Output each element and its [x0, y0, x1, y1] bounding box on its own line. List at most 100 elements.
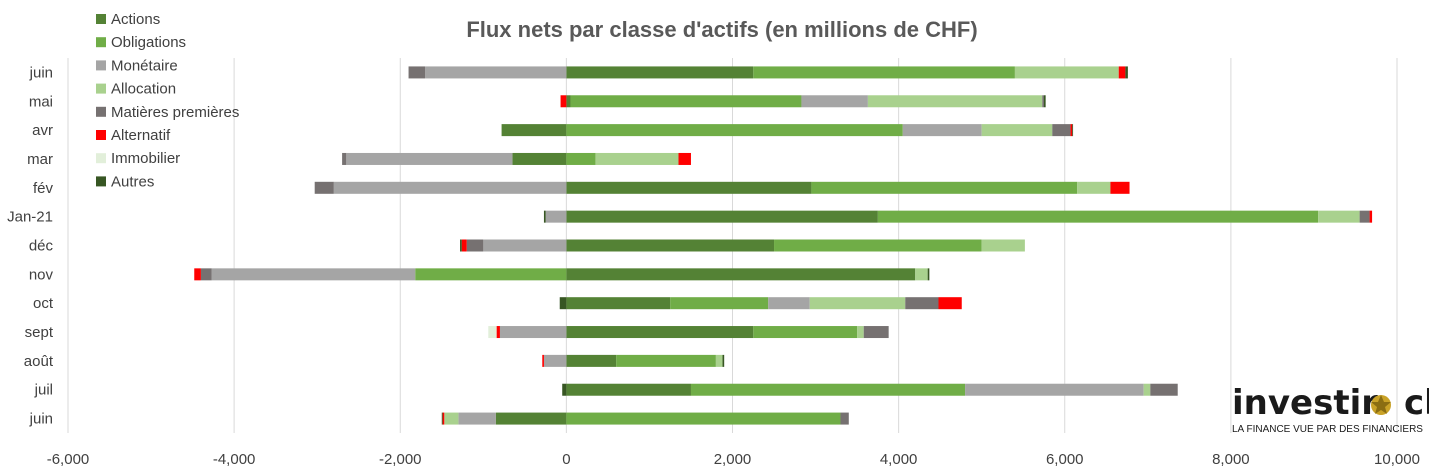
x-tick-label: -4,000	[213, 451, 256, 468]
x-tick-label: -6,000	[47, 451, 90, 468]
legend-label: Monétaire	[111, 57, 178, 74]
bar-segment-obligations	[753, 66, 1015, 79]
legend-swatch	[96, 83, 106, 94]
category-label: juil	[34, 382, 53, 399]
category-label: mar	[27, 151, 53, 168]
bar-segment-actions	[566, 181, 812, 194]
x-tick-label: 2,000	[714, 451, 752, 468]
bar-segment-mati-res-premi-res	[466, 239, 484, 252]
category-label: nov	[29, 266, 54, 283]
legend-swatch	[96, 130, 106, 140]
legend-swatch	[96, 37, 106, 48]
bar-segment-autres	[927, 268, 930, 281]
legend-swatch	[96, 176, 106, 187]
x-tick-label: -2,000	[379, 451, 422, 468]
bar-segment-mon-taire	[801, 95, 868, 108]
x-tick-label: 6,000	[1046, 451, 1084, 468]
bar-segment-allocation	[715, 354, 723, 367]
legend-label: Matières premières	[111, 104, 239, 121]
bar-segment-alternatif	[1118, 66, 1126, 79]
bar-segment-obligations	[670, 297, 769, 310]
bar-segment-actions	[566, 297, 671, 310]
category-label: Jan-21	[7, 209, 53, 226]
bar-segment-allocation	[981, 239, 1025, 252]
bar-segment-mati-res-premi-res	[342, 152, 347, 165]
bar-segment-autres	[1125, 66, 1128, 79]
bar-segment-obligations	[616, 354, 716, 367]
bar-segment-obligations	[753, 326, 858, 339]
legend-label: Actions	[111, 11, 160, 28]
legend-label: Alternatif	[111, 127, 171, 144]
bar-segment-allocation	[595, 152, 679, 165]
bar-segment-actions	[566, 268, 916, 281]
x-tick-label: 4,000	[880, 451, 918, 468]
bar-segment-allocation	[809, 297, 906, 310]
bar-segment-autres	[722, 354, 725, 367]
bar-segment-alternatif	[560, 95, 567, 108]
legend-label: Obligations	[111, 34, 186, 51]
bar-segment-mati-res-premi-res	[1359, 210, 1370, 223]
x-tick-label: 8,000	[1212, 451, 1250, 468]
category-label: mai	[29, 93, 53, 110]
bar-segment-autres	[562, 383, 567, 396]
category-label: août	[24, 353, 54, 370]
bar-segment-allocation	[1077, 181, 1111, 194]
bar-segment-mon-taire	[902, 124, 982, 137]
bar-segment-allocation	[1318, 210, 1360, 223]
bar-segment-allocation	[981, 124, 1053, 137]
category-label: juin	[29, 411, 53, 428]
bar-segment-actions	[566, 383, 691, 396]
bar-segment-allocation	[857, 326, 864, 339]
legend-label: Immobilier	[111, 150, 180, 167]
bar-segment-allocation	[915, 268, 928, 281]
bar-segment-allocation	[1143, 383, 1151, 396]
bar-segment-mati-res-premi-res	[863, 326, 889, 339]
bar-segment-actions	[566, 210, 878, 223]
bar-segment-mon-taire	[346, 152, 513, 165]
bar-segment-autres	[559, 297, 567, 310]
bar-segment-mon-taire	[965, 383, 1144, 396]
bar-segment-autres	[1072, 124, 1074, 137]
legend-swatch	[96, 60, 106, 71]
category-labels: juin mai avr mar fév Jan-21 déc nov oct sept août j…	[7, 64, 54, 427]
bar-segment-actions	[566, 95, 571, 108]
legend-label: Autres	[111, 173, 154, 190]
category-label: fév	[33, 180, 54, 197]
investir-logo: investir ch LA FINANCE VUE PAR DES FINANC…	[1232, 383, 1429, 435]
legend-swatch	[96, 106, 106, 117]
legend: Actions Obligations Monétaire Allocation Mat…	[96, 11, 239, 190]
bar-segment-alternatif	[938, 297, 962, 310]
bar-segment-obligations	[774, 239, 982, 252]
category-label: avr	[32, 122, 53, 139]
bar-segment-obligations	[415, 268, 567, 281]
bar-segment-actions	[566, 66, 754, 79]
legend-swatch	[96, 14, 106, 24]
legend-label: Allocation	[111, 81, 176, 98]
category-label: déc	[29, 238, 54, 255]
bar-segment-alternatif	[1369, 210, 1373, 223]
bar-segment-actions	[512, 152, 567, 165]
bar-segment-mati-res-premi-res	[840, 412, 849, 425]
bar-segment-mon-taire	[211, 268, 416, 281]
bar-segment-alternatif	[496, 326, 500, 339]
logo-text-ch: ch	[1404, 383, 1429, 423]
chart-title: Flux nets par classe d'actifs (en millio…	[466, 17, 977, 42]
bar-segment-autres	[460, 239, 462, 252]
bar-segment-mati-res-premi-res	[314, 181, 334, 194]
bar-segment-obligations	[811, 181, 1078, 194]
bar-segment-allocation	[867, 95, 1043, 108]
logo-text-investir: investir	[1232, 383, 1378, 423]
bar-segment-mati-res-premi-res	[1042, 95, 1044, 108]
bar-segment-obligations	[877, 210, 1319, 223]
bar-segment-immobilier	[488, 326, 497, 339]
bar-segment-alternatif	[194, 268, 201, 281]
bar-segment-alternatif	[461, 239, 467, 252]
bar-segment-alternatif	[1070, 124, 1073, 137]
bar-segment-autres	[441, 412, 443, 425]
x-tick-label: 10,000	[1374, 451, 1420, 468]
bar-segment-autres	[1043, 95, 1046, 108]
bar-segment-mati-res-premi-res	[905, 297, 939, 310]
bar-segment-mon-taire	[333, 181, 567, 194]
bar-segment-mon-taire	[483, 239, 567, 252]
